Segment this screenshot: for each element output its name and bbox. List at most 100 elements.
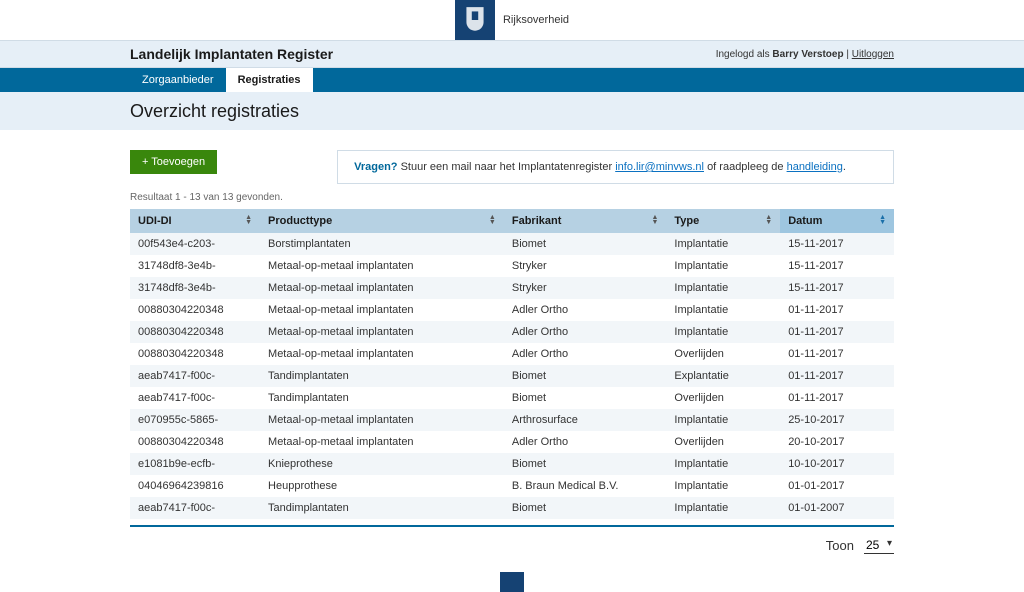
- cell: Heupprothese: [260, 475, 504, 497]
- cell: e1081b9e-ecfb-: [130, 453, 260, 475]
- cell: 01-11-2017: [780, 321, 894, 343]
- sort-icon: ▲▼: [651, 215, 658, 225]
- cell: Overlijden: [666, 431, 780, 453]
- cell: 25-10-2017: [780, 409, 894, 431]
- cell: Metaal-op-metaal implantaten: [260, 343, 504, 365]
- cell: Implantatie: [666, 299, 780, 321]
- col-header-producttype[interactable]: Producttype▲▼: [260, 209, 504, 233]
- logout-link[interactable]: Uitloggen: [852, 49, 894, 60]
- cell: 01-11-2017: [780, 343, 894, 365]
- sort-icon: ▲▼: [765, 215, 772, 225]
- cell: 01-01-2017: [780, 475, 894, 497]
- title-bar: Landelijk Implantaten Register Ingelogd …: [0, 40, 1024, 68]
- cell: 15-11-2017: [780, 255, 894, 277]
- coat-of-arms-icon: [462, 5, 488, 35]
- footer-logo-block: [500, 572, 524, 592]
- cell: Biomet: [504, 233, 667, 255]
- registrations-table: UDI-DI▲▼Producttype▲▼Fabrikant▲▼Type▲▼Da…: [130, 209, 894, 519]
- cell: 31748df8-3e4b-: [130, 277, 260, 299]
- cell: Explantatie: [666, 365, 780, 387]
- user-info: Ingelogd als Barry Verstoep | Uitloggen: [716, 49, 894, 60]
- table-row[interactable]: aeab7417-f00c-TandimplantatenBiometImpla…: [130, 497, 894, 519]
- table-divider: [130, 525, 894, 527]
- cell: Overlijden: [666, 387, 780, 409]
- col-header-label: Type: [674, 215, 699, 227]
- cell: 00880304220348: [130, 431, 260, 453]
- help-question: Vragen?: [354, 161, 397, 173]
- help-email-link[interactable]: info.lir@minvws.nl: [615, 161, 704, 173]
- cell: 00880304220348: [130, 321, 260, 343]
- col-header-fabrikant[interactable]: Fabrikant ▲▼: [504, 209, 667, 233]
- sort-icon: ▲▼: [245, 215, 252, 225]
- content: + Toevoegen Vragen? Stuur een mail naar …: [130, 150, 894, 527]
- sort-icon: ▲▼: [489, 215, 496, 225]
- cell: Metaal-op-metaal implantaten: [260, 321, 504, 343]
- col-header-udi-di[interactable]: UDI-DI ▲▼: [130, 209, 260, 233]
- cell: Tandimplantaten: [260, 387, 504, 409]
- table-row[interactable]: 00880304220348Metaal-op-metaal implantat…: [130, 431, 894, 453]
- cell: 00880304220348: [130, 343, 260, 365]
- result-count: Resultaat 1 - 13 van 13 gevonden.: [130, 192, 894, 203]
- logged-in-prefix: Ingelogd als: [716, 49, 770, 60]
- cell: 01-01-2007: [780, 497, 894, 519]
- nav-tab-registraties[interactable]: Registraties: [226, 68, 313, 92]
- footer: [0, 572, 1024, 592]
- cell: Implantatie: [666, 233, 780, 255]
- cell: 31748df8-3e4b-: [130, 255, 260, 277]
- cell: aeab7417-f00c-: [130, 387, 260, 409]
- add-button[interactable]: + Toevoegen: [130, 150, 217, 174]
- cell: Adler Ortho: [504, 299, 667, 321]
- help-manual-link[interactable]: handleiding: [787, 161, 843, 173]
- cell: 01-11-2017: [780, 365, 894, 387]
- cell: 01-11-2017: [780, 387, 894, 409]
- cell: e070955c-5865-: [130, 409, 260, 431]
- pager-select[interactable]: 25: [864, 537, 894, 554]
- cell: Metaal-op-metaal implantaten: [260, 409, 504, 431]
- col-header-type[interactable]: Type ▲▼: [666, 209, 780, 233]
- cell: 00f543e4-c203-: [130, 233, 260, 255]
- table-row[interactable]: e070955c-5865-Metaal-op-metaal implantat…: [130, 409, 894, 431]
- cell: Tandimplantaten: [260, 365, 504, 387]
- page-title: Overzicht registraties: [130, 101, 299, 122]
- help-box: Vragen? Stuur een mail naar het Implanta…: [337, 150, 894, 184]
- table-row[interactable]: 00880304220348Metaal-op-metaal implantat…: [130, 299, 894, 321]
- cell: Tandimplantaten: [260, 497, 504, 519]
- help-text-before: Stuur een mail naar het Implantatenregis…: [401, 161, 613, 173]
- col-header-label: UDI-DI: [138, 215, 172, 227]
- cell: Stryker: [504, 255, 667, 277]
- nav-tab-zorgaanbieder[interactable]: Zorgaanbieder: [130, 68, 226, 92]
- cell: Biomet: [504, 365, 667, 387]
- col-header-label: Datum: [788, 215, 822, 227]
- table-row[interactable]: 31748df8-3e4b-Metaal-op-metaal implantat…: [130, 277, 894, 299]
- cell: Implantatie: [666, 453, 780, 475]
- table-row[interactable]: 00f543e4-c203-BorstimplantatenBiometImpl…: [130, 233, 894, 255]
- table-row[interactable]: 04046964239816HeupprotheseB. Braun Medic…: [130, 475, 894, 497]
- cell: Overlijden: [666, 343, 780, 365]
- cell: Metaal-op-metaal implantaten: [260, 255, 504, 277]
- cell: 20-10-2017: [780, 431, 894, 453]
- col-header-datum[interactable]: Datum▲▼: [780, 209, 894, 233]
- cell: Metaal-op-metaal implantaten: [260, 277, 504, 299]
- cell: Implantatie: [666, 321, 780, 343]
- cell: 01-11-2017: [780, 299, 894, 321]
- app-title: Landelijk Implantaten Register: [130, 46, 333, 62]
- cell: Implantatie: [666, 255, 780, 277]
- cell: Biomet: [504, 453, 667, 475]
- cell: B. Braun Medical B.V.: [504, 475, 667, 497]
- table-row[interactable]: 00880304220348Metaal-op-metaal implantat…: [130, 343, 894, 365]
- cell: Adler Ortho: [504, 343, 667, 365]
- table-row[interactable]: aeab7417-f00c-TandimplantatenBiometExpla…: [130, 365, 894, 387]
- table-row[interactable]: e1081b9e-ecfb-KnieprotheseBiometImplanta…: [130, 453, 894, 475]
- col-header-label: Fabrikant: [512, 215, 562, 227]
- cell: Arthrosurface: [504, 409, 667, 431]
- pager-label: Toon: [826, 538, 854, 553]
- table-row[interactable]: 31748df8-3e4b-Metaal-op-metaal implantat…: [130, 255, 894, 277]
- cell: Implantatie: [666, 475, 780, 497]
- table-row[interactable]: 00880304220348Metaal-op-metaal implantat…: [130, 321, 894, 343]
- cell: aeab7417-f00c-: [130, 365, 260, 387]
- cell: Biomet: [504, 387, 667, 409]
- cell: Biomet: [504, 497, 667, 519]
- cell: 10-10-2017: [780, 453, 894, 475]
- table-row[interactable]: aeab7417-f00c-TandimplantatenBiometOverl…: [130, 387, 894, 409]
- subheader: Overzicht registraties: [0, 92, 1024, 130]
